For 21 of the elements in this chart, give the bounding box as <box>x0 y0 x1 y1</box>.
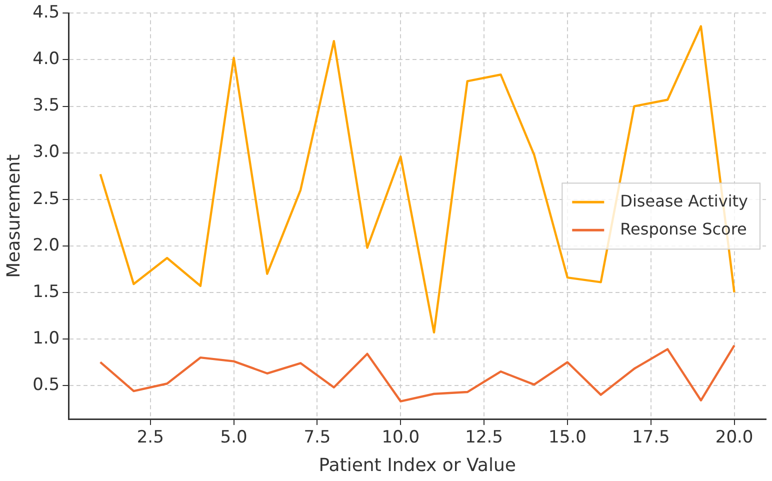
y-tick-label: 3.5 <box>32 96 60 116</box>
y-tick-label: 4.0 <box>32 49 60 70</box>
y-tick-label: 2.5 <box>32 188 60 209</box>
x-tick-label: 15.0 <box>548 428 586 448</box>
y-axis-title: Measurement <box>3 154 24 278</box>
y-tick-label: 1.5 <box>32 282 60 302</box>
legend-label: Response Score <box>620 219 747 238</box>
x-tick-label: 20.0 <box>715 428 754 448</box>
y-tick-label: 0.5 <box>32 374 60 395</box>
x-tick-label: 5.0 <box>220 428 248 448</box>
x-tick-label: 12.5 <box>465 428 503 448</box>
x-tick-label: 17.5 <box>632 428 670 448</box>
y-tick-label: 2.0 <box>32 235 60 256</box>
legend-label: Disease Activity <box>620 191 748 210</box>
x-tick-label: 10.0 <box>382 428 420 448</box>
y-tick-label: 3.0 <box>32 142 60 162</box>
x-tick-label: 2.5 <box>136 428 164 448</box>
y-tick-label: 1.0 <box>32 328 60 348</box>
y-tick-label: 4.5 <box>32 2 60 23</box>
x-axis-title: Patient Index or Value <box>318 454 516 476</box>
x-tick-label: 7.5 <box>304 428 331 448</box>
